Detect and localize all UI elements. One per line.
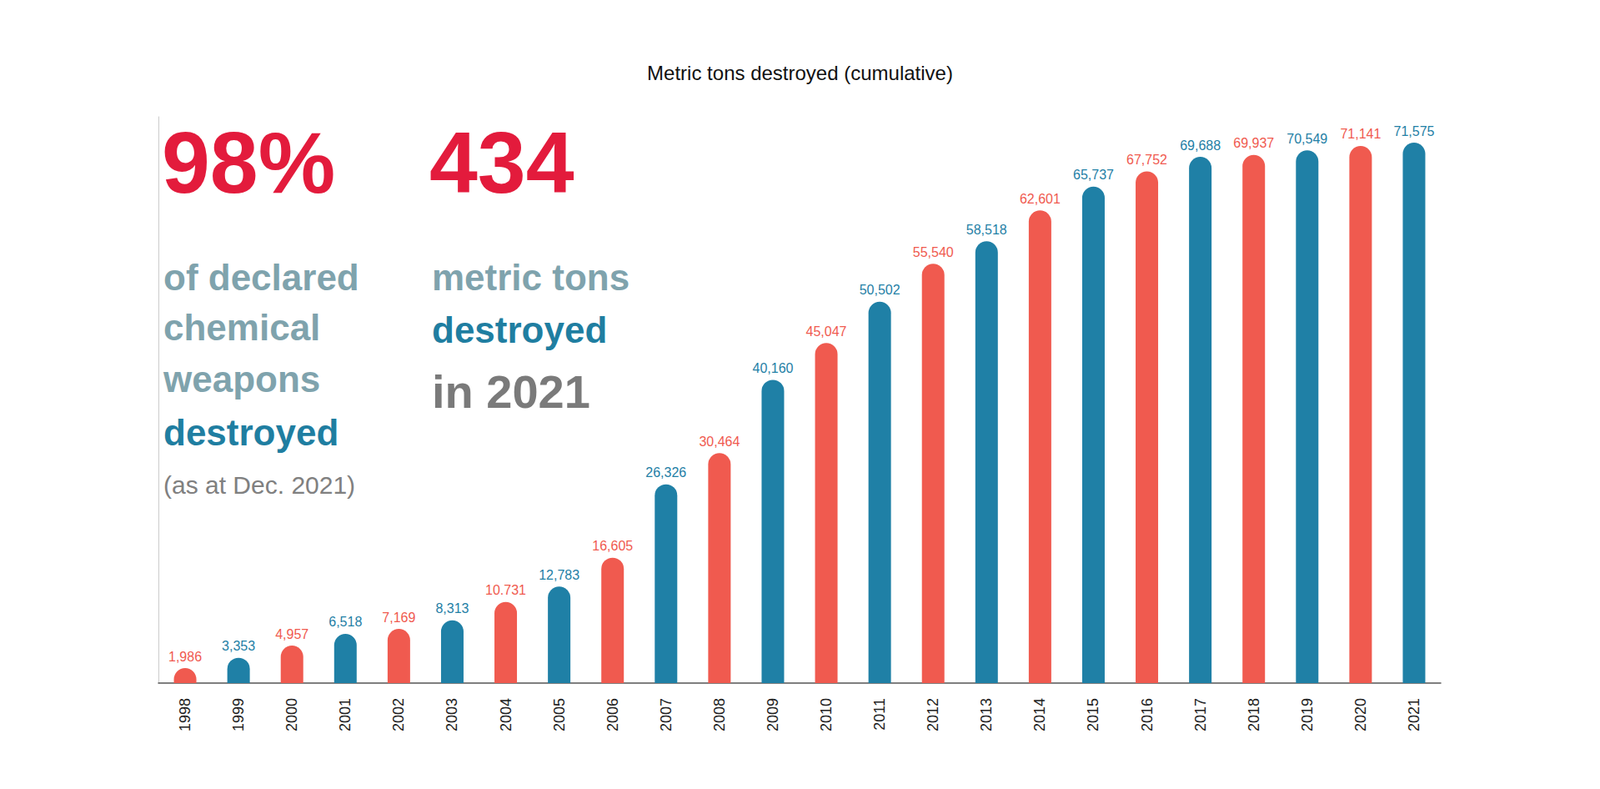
svg-text:2002: 2002 <box>390 697 407 732</box>
svg-text:of declared: of declared <box>163 256 360 298</box>
svg-text:2009: 2009 <box>764 697 782 732</box>
svg-text:58,518: 58,518 <box>966 222 1008 237</box>
svg-text:8,313: 8,313 <box>435 601 469 616</box>
svg-text:2014: 2014 <box>1031 697 1049 732</box>
svg-text:434: 434 <box>429 114 575 211</box>
svg-text:98%: 98% <box>161 114 336 211</box>
svg-text:2004: 2004 <box>497 697 515 732</box>
svg-text:12,783: 12,783 <box>538 567 580 582</box>
svg-text:62,601: 62,601 <box>1019 191 1061 206</box>
svg-text:69,688: 69,688 <box>1179 138 1221 153</box>
svg-text:30,464: 30,464 <box>698 434 740 449</box>
svg-text:26,326: 26,326 <box>645 465 687 480</box>
svg-text:(as at Dec. 2021): (as at Dec. 2021) <box>163 471 356 499</box>
svg-text:3,353: 3,353 <box>221 638 256 653</box>
svg-text:10.731: 10.731 <box>485 582 527 597</box>
svg-text:2001: 2001 <box>336 697 354 732</box>
svg-text:2018: 2018 <box>1245 697 1263 732</box>
svg-text:71,141: 71,141 <box>1339 126 1381 141</box>
svg-text:1998: 1998 <box>176 697 194 732</box>
svg-text:chemical: chemical <box>163 306 321 348</box>
svg-text:2005: 2005 <box>551 697 568 732</box>
svg-text:2003: 2003 <box>443 697 461 732</box>
svg-text:2017: 2017 <box>1192 697 1209 732</box>
svg-text:Metric tons destroyed (cumulat: Metric tons destroyed (cumulative) <box>647 61 953 85</box>
svg-text:65,737: 65,737 <box>1073 167 1114 182</box>
svg-text:weapons: weapons <box>162 358 321 400</box>
svg-text:55,540: 55,540 <box>912 245 954 260</box>
svg-text:2013: 2013 <box>978 697 995 732</box>
svg-text:2012: 2012 <box>924 697 942 732</box>
svg-text:2006: 2006 <box>604 697 622 732</box>
svg-text:2008: 2008 <box>711 697 728 732</box>
svg-text:2015: 2015 <box>1084 697 1102 732</box>
svg-text:16,605: 16,605 <box>591 538 633 553</box>
svg-text:in 2021: in 2021 <box>431 365 591 418</box>
svg-text:6,518: 6,518 <box>328 614 362 629</box>
svg-text:2010: 2010 <box>817 697 835 732</box>
svg-text:40,160: 40,160 <box>752 361 793 376</box>
svg-text:45,047: 45,047 <box>806 324 848 339</box>
svg-text:2016: 2016 <box>1138 697 1156 732</box>
svg-text:69,937: 69,937 <box>1233 135 1274 151</box>
svg-text:50,502: 50,502 <box>859 282 901 297</box>
svg-text:2019: 2019 <box>1299 697 1316 732</box>
svg-text:4,957: 4,957 <box>275 626 309 642</box>
svg-text:70,549: 70,549 <box>1286 131 1328 146</box>
svg-text:67,752: 67,752 <box>1126 152 1168 167</box>
svg-text:destroyed: destroyed <box>431 309 607 351</box>
svg-text:2020: 2020 <box>1352 697 1370 732</box>
svg-text:metric tons: metric tons <box>431 256 630 298</box>
svg-text:71,575: 71,575 <box>1393 124 1435 139</box>
svg-text:7,169: 7,169 <box>381 610 416 625</box>
svg-text:2021: 2021 <box>1405 697 1423 732</box>
svg-text:2011: 2011 <box>871 697 888 731</box>
svg-text:2007: 2007 <box>657 697 675 732</box>
svg-text:1999: 1999 <box>230 697 247 732</box>
svg-text:destroyed: destroyed <box>163 411 339 453</box>
svg-text:1,986: 1,986 <box>168 649 202 664</box>
svg-text:2000: 2000 <box>283 697 301 732</box>
